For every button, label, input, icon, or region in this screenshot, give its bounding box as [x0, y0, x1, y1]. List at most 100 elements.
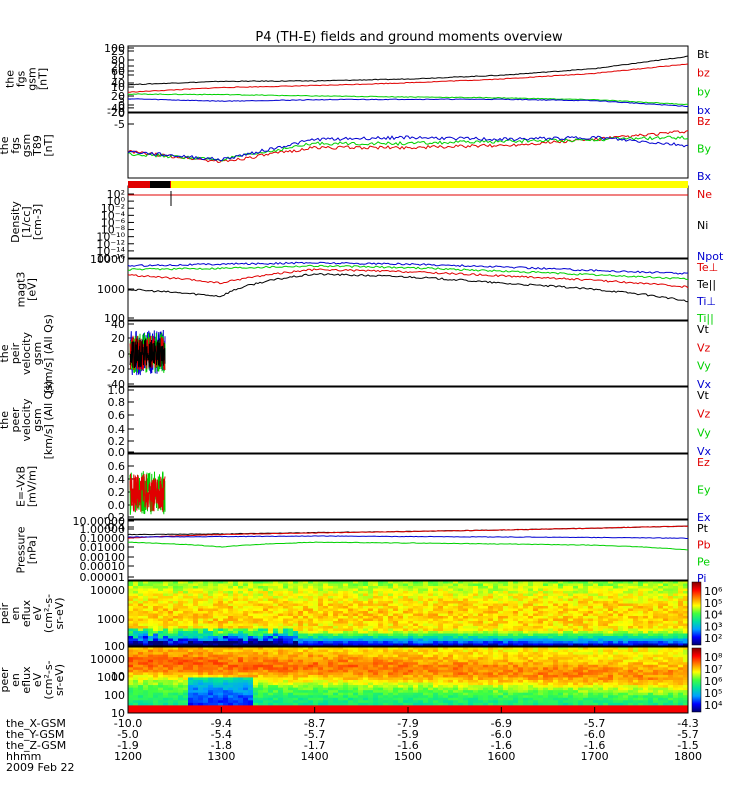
spectrogram-cell	[678, 618, 684, 622]
spectrogram-cell	[678, 606, 684, 609]
spectrogram-cell	[483, 659, 489, 663]
spectrogram-cell	[508, 618, 514, 622]
spectrogram-cell	[373, 631, 379, 634]
spectrogram-cell	[248, 601, 254, 604]
spectrogram-cell	[143, 680, 149, 683]
spectrogram-cell	[283, 598, 289, 602]
spectrogram-cell	[563, 618, 569, 622]
panel-frame	[127, 320, 689, 387]
spectrogram-cell	[383, 608, 389, 612]
spectrogram-cell	[538, 608, 544, 612]
spectrogram-cell	[288, 674, 294, 678]
spectrogram-cell	[243, 707, 249, 711]
spectrogram-cell	[178, 654, 184, 658]
spectrogram-cell	[613, 633, 619, 637]
spectrogram-cell	[618, 608, 624, 612]
spectrogram-cell	[273, 583, 279, 587]
spectrogram-cell	[538, 618, 544, 622]
spectrogram-cell	[433, 702, 439, 706]
spectrogram-cell	[163, 707, 169, 711]
spectrogram-cell	[378, 603, 384, 607]
spectrogram-cell	[368, 669, 374, 673]
spectrogram-cell	[258, 581, 264, 584]
spectrogram-cell	[178, 657, 184, 661]
spectrogram-cell	[673, 643, 679, 647]
spectrogram-cell	[128, 695, 134, 699]
spectrogram-cell	[418, 641, 424, 644]
spectrogram-cell	[478, 598, 484, 602]
spectrogram-cell	[588, 623, 594, 627]
spectrogram-cell	[168, 654, 174, 658]
spectrogram-cell	[328, 601, 334, 604]
spectrogram-cell	[348, 603, 354, 607]
spectrogram-cell	[673, 641, 679, 644]
spectrogram-cell	[228, 690, 234, 694]
spectrogram-cell	[478, 591, 484, 594]
spectrogram-cell	[293, 623, 299, 627]
spectrogram-cell	[378, 583, 384, 587]
spectrogram-cell	[178, 687, 184, 691]
spectrogram-cell	[648, 581, 654, 584]
spectrogram-cell	[158, 623, 164, 627]
spectrogram-cell	[583, 601, 589, 604]
spectrogram-cell	[478, 672, 484, 676]
spectrogram-cell	[393, 702, 399, 706]
spectrogram-cell	[543, 591, 549, 594]
spectrogram-cell	[653, 606, 659, 609]
spectrogram-cell	[503, 618, 509, 622]
spectrogram-cell	[308, 677, 314, 681]
spectrogram-cell	[213, 631, 219, 634]
spectrogram-cell	[383, 643, 389, 647]
spectrogram-cell	[673, 626, 679, 629]
spectrogram-cell	[423, 608, 429, 612]
spectrogram-cell	[408, 631, 414, 634]
spectrogram-cell	[418, 586, 424, 589]
spectrogram-cell	[268, 628, 274, 632]
spectrogram-cell	[253, 633, 259, 637]
spectrogram-cell	[363, 687, 369, 691]
spectrogram-cell	[358, 702, 364, 706]
spectrogram-cell	[453, 608, 459, 612]
series-line	[127, 525, 689, 539]
spectrogram-cell	[548, 626, 554, 629]
spectrogram-cell	[373, 613, 379, 617]
spectrogram-cell	[148, 621, 154, 624]
spectrogram-cell	[573, 616, 579, 619]
spectrogram-cell	[428, 705, 434, 709]
spectrogram-cell	[678, 581, 684, 584]
spectrogram-cell	[418, 677, 424, 681]
spectrogram-cell	[273, 667, 279, 671]
spectrogram-cell	[448, 608, 454, 612]
spectrogram-cell	[613, 586, 619, 589]
spectrogram-cell	[298, 601, 304, 604]
spectrogram-cell	[198, 633, 204, 637]
spectrogram-cell	[278, 586, 284, 589]
spectrogram-cell	[608, 623, 614, 627]
spectrogram-cell	[438, 613, 444, 617]
spectrogram-cell	[468, 621, 474, 624]
spectrogram-cell	[368, 608, 374, 612]
spectrogram-cell	[498, 641, 504, 644]
spectrogram-cell	[243, 636, 249, 639]
spectrogram-cell	[533, 603, 539, 607]
spectrogram-cell	[673, 618, 679, 622]
spectrogram-cell	[323, 667, 329, 671]
spectrogram-cell	[538, 603, 544, 607]
spectrogram-cell	[498, 631, 504, 634]
spectrogram-cell	[213, 697, 219, 701]
spectrogram-cell	[323, 616, 329, 619]
spectrogram-cell	[413, 631, 419, 634]
spectrogram-cell	[238, 643, 244, 647]
spectrogram-cell	[283, 638, 289, 642]
spectrogram-cell	[483, 685, 489, 689]
spectrogram-cell	[233, 601, 239, 604]
y-tick-label: -0.4	[104, 521, 125, 534]
spectrogram-cell	[413, 591, 419, 594]
spectrogram-cell	[348, 588, 354, 592]
spectrogram-cell	[138, 649, 144, 653]
spectrogram-cell	[398, 628, 404, 632]
spectrogram-cell	[228, 586, 234, 589]
spectrogram-cell	[223, 583, 229, 587]
spectrogram-cell	[368, 601, 374, 604]
spectrogram-cell	[428, 667, 434, 671]
